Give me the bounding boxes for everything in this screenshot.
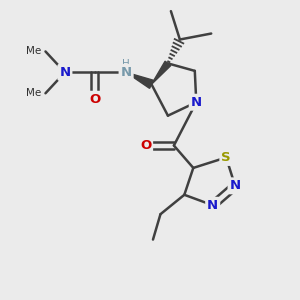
- Text: O: O: [89, 93, 100, 106]
- Text: Me: Me: [26, 88, 41, 98]
- Text: Me: Me: [26, 46, 41, 56]
- Text: H: H: [122, 59, 130, 69]
- Text: S: S: [221, 151, 231, 164]
- Polygon shape: [152, 61, 171, 84]
- Text: N: N: [207, 199, 218, 212]
- Polygon shape: [126, 72, 153, 88]
- Text: N: N: [59, 66, 70, 79]
- Text: N: N: [121, 66, 132, 79]
- Text: O: O: [140, 139, 151, 152]
- Text: N: N: [191, 96, 202, 109]
- Text: N: N: [230, 179, 241, 192]
